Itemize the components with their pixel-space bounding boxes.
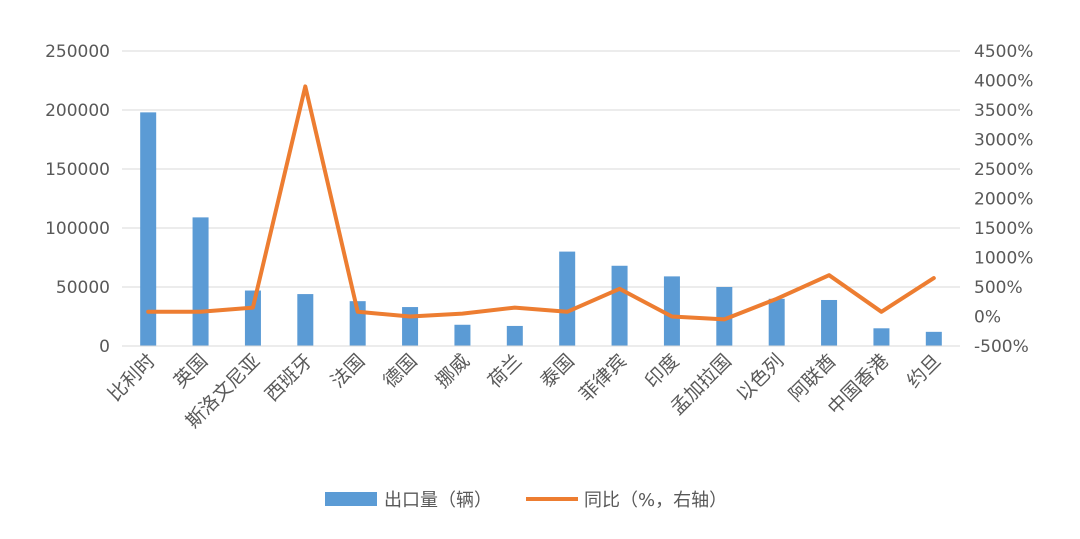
category-label: 德国 [379, 350, 421, 392]
category-label: 比利时 [104, 350, 160, 406]
bar [402, 307, 419, 346]
line-series [146, 84, 936, 322]
bar [244, 290, 261, 346]
left-tick-label: 200000 [45, 101, 110, 121]
bar [663, 276, 680, 346]
left-tick-label: 250000 [45, 42, 110, 62]
bar [140, 112, 157, 346]
bar [716, 287, 733, 346]
legend: 出口量（辆） 同比（%，右轴） [325, 490, 727, 511]
category-label: 菲律宾 [575, 350, 631, 406]
bar [559, 251, 576, 346]
right-tick-label: 4500% [974, 42, 1033, 62]
right-tick-label: 3000% [974, 131, 1033, 151]
category-label: 以色列 [732, 350, 788, 406]
right-tick-label: -500% [974, 337, 1029, 357]
bar [925, 331, 942, 346]
category-label: 荷兰 [484, 350, 526, 392]
legend-bar-swatch [325, 492, 377, 506]
left-tick-label: 100000 [45, 219, 110, 239]
legend-line-label: 同比（%，右轴） [584, 490, 727, 511]
category-label: 法国 [327, 350, 369, 392]
right-tick-label: 2000% [974, 190, 1033, 210]
right-tick-label: 500% [974, 278, 1023, 298]
gridlines [122, 50, 960, 288]
bar [873, 328, 890, 346]
right-tick-label: 4000% [974, 72, 1033, 92]
category-label: 挪威 [432, 350, 474, 392]
bar [768, 298, 785, 346]
category-label: 英国 [170, 350, 212, 392]
category-label: 西班牙 [261, 350, 317, 406]
right-axis-ticks: -500% 0% 500% 1000% 1500% 2000% 2500% 3000% 3500… [974, 42, 1033, 357]
left-tick-label: 150000 [45, 160, 110, 180]
category-label: 泰国 [536, 350, 578, 392]
right-tick-label: 2500% [974, 160, 1033, 180]
category-label: 约旦 [903, 350, 945, 392]
right-tick-label: 0% [974, 308, 1001, 328]
bar [192, 217, 209, 346]
category-label: 印度 [641, 350, 683, 392]
right-tick-label: 1000% [974, 249, 1033, 269]
left-axis-ticks: 0 50000 100000 150000 200000 250000 [45, 42, 110, 357]
bar [454, 324, 471, 346]
bar [297, 294, 314, 346]
series-line [146, 84, 936, 322]
right-tick-label: 1500% [974, 219, 1033, 239]
left-tick-label: 50000 [56, 278, 110, 298]
left-tick-label: 0 [99, 337, 110, 357]
bar [506, 325, 523, 346]
right-tick-label: 3500% [974, 101, 1033, 121]
legend-bar-label: 出口量（辆） [384, 490, 492, 511]
bar [611, 265, 628, 346]
bar [821, 299, 838, 346]
